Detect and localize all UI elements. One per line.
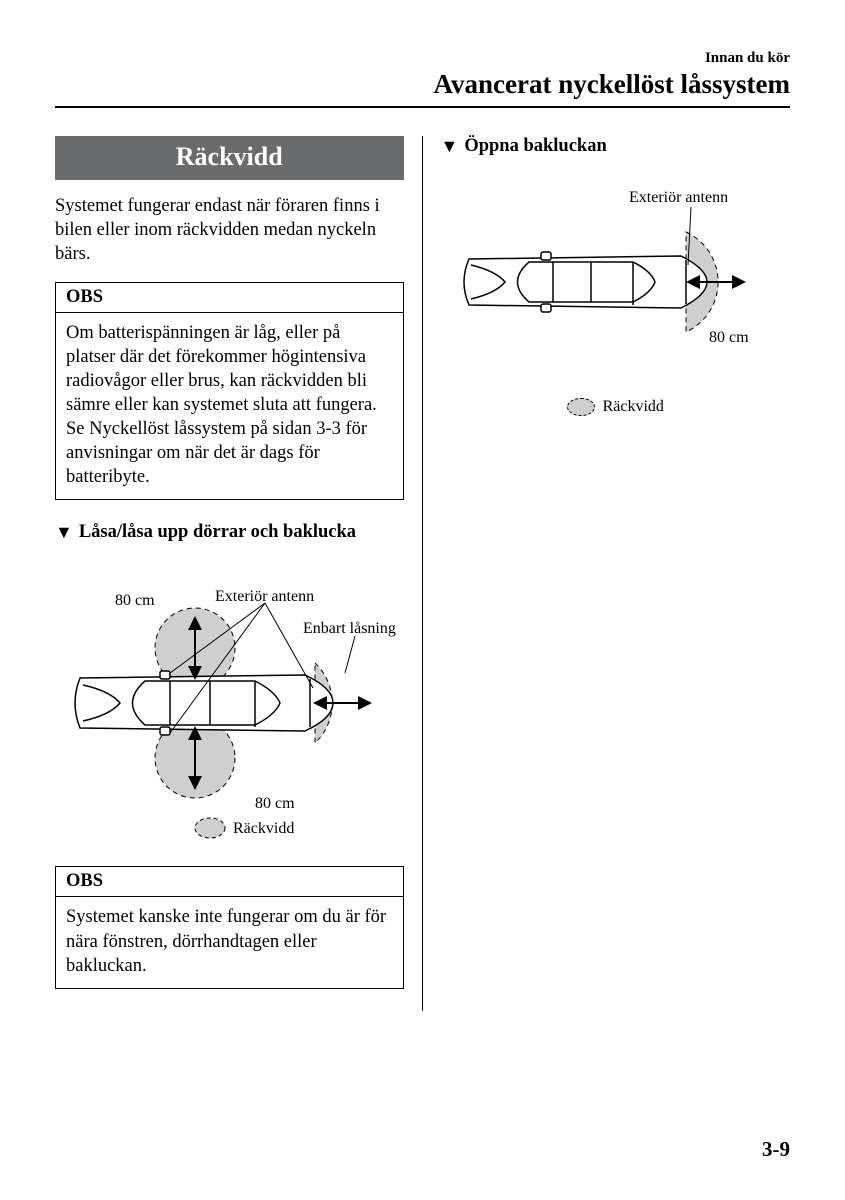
content-columns: Räckvidd Systemet fungerar endast när fö…	[55, 136, 790, 1011]
section-banner: Räckvidd	[55, 136, 404, 180]
label-bottom-distance: 80 cm	[255, 795, 295, 812]
obs-box-2: OBS Systemet kanske inte fungerar om du …	[55, 866, 404, 988]
car-outline-icon	[464, 252, 707, 312]
diagram-lock-unlock: 80 cm Exteriör antenn Enbart låsning 80 …	[55, 553, 404, 848]
triangle-marker-icon: ▼	[55, 522, 73, 543]
label-lock-only: Enbart låsning	[303, 620, 396, 637]
obs-title: OBS	[56, 867, 403, 897]
sub-heading-lock: ▼ Låsa/låsa upp dörrar och baklucka	[55, 522, 404, 543]
right-column: ▼ Öppna bakluckan	[423, 136, 791, 1011]
sub-heading-text: Öppna bakluckan	[464, 136, 606, 157]
label-exterior-antenna: Exteriör antenn	[629, 189, 728, 206]
intro-text: Systemet fungerar endast när föraren fin…	[55, 194, 404, 266]
obs-body: Systemet kanske inte fungerar om du är f…	[56, 897, 403, 987]
legend-label: Räckvidd	[233, 820, 294, 837]
car-range-diagram-1: 80 cm Exteriör antenn Enbart låsning 80 …	[55, 553, 400, 843]
legend-label: Räckvidd	[603, 398, 664, 416]
page-number: 3-9	[762, 1137, 790, 1162]
label-top-distance: 80 cm	[115, 592, 155, 609]
page-title: Avancerat nyckellöst låssystem	[55, 69, 790, 100]
sub-heading-open-trunk: ▼ Öppna bakluckan	[441, 136, 791, 157]
obs-box-1: OBS Om batterispänningen är låg, eller p…	[55, 282, 404, 500]
label-distance: 80 cm	[709, 329, 749, 346]
label-exterior-antenna: Exteriör antenn	[215, 588, 314, 605]
sub-heading-text: Låsa/låsa upp dörrar och baklucka	[79, 522, 356, 543]
left-column: Räckvidd Systemet fungerar endast när fö…	[55, 136, 423, 1011]
lock-only-leader-icon	[345, 636, 355, 673]
legend-swatch-icon	[567, 398, 595, 416]
car-range-diagram-2: Exteriör antenn 80 cm	[441, 167, 786, 387]
legend-row: Räckvidd	[441, 398, 791, 416]
legend-swatch-icon	[195, 818, 225, 838]
triangle-marker-icon: ▼	[441, 136, 459, 157]
car-outline-icon	[75, 671, 333, 735]
page-header: Innan du kör Avancerat nyckellöst låssys…	[55, 50, 790, 108]
diagram-open-trunk: Exteriör antenn 80 cm Räckvidd	[441, 167, 791, 416]
obs-title: OBS	[56, 283, 403, 313]
obs-body: Om batterispänningen är låg, eller på pl…	[56, 313, 403, 499]
breadcrumb: Innan du kör	[55, 50, 790, 67]
